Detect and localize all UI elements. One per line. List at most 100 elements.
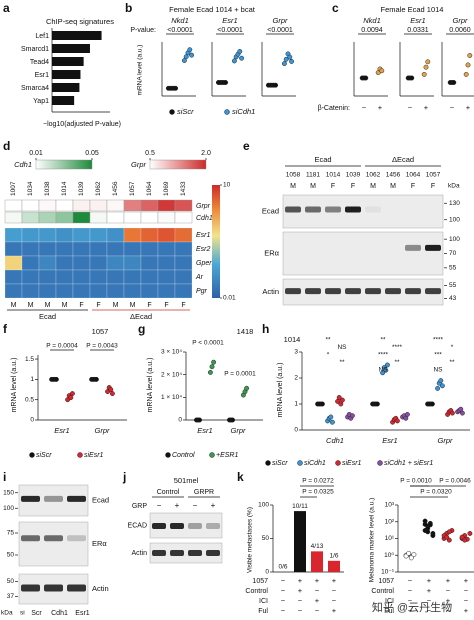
sign-label: + [427, 586, 432, 595]
band [152, 550, 166, 556]
y-tick-label: 3 × 10⁴ [161, 349, 182, 356]
data-point [230, 417, 236, 423]
heat-cell [21, 283, 40, 299]
heat-cell [140, 199, 159, 212]
band [206, 550, 220, 556]
band [21, 584, 40, 592]
band [285, 288, 301, 295]
legend-label: +ESR1 [216, 452, 238, 459]
p-value: P = 0.0325 [302, 489, 334, 496]
sex-label: M [290, 183, 296, 190]
band [385, 288, 401, 295]
band [170, 523, 184, 529]
data-point [459, 410, 465, 416]
sex-label: M [310, 183, 316, 190]
colorbar-tick-label: 0.5 [145, 150, 155, 157]
heat-cell [89, 211, 108, 224]
legend-label: siEsr1 [84, 452, 104, 459]
column-label: 1062 [95, 181, 102, 196]
column-label: 1039 [346, 172, 361, 179]
value-label: 1/6 [329, 553, 338, 560]
data-point [211, 359, 217, 365]
heat-cell [123, 269, 142, 285]
band [425, 244, 441, 251]
data-point [446, 529, 452, 535]
legend-marker [29, 452, 35, 458]
column-label: 1057 [426, 172, 441, 179]
data-point [435, 385, 441, 391]
sex-label: M [390, 183, 396, 190]
row-label: Pgr [196, 288, 208, 295]
p-value: <0.0001 [167, 27, 193, 34]
heat-cell [55, 199, 74, 212]
panel-letter: f [3, 322, 8, 336]
heat-cell [72, 227, 91, 243]
heat-cell [174, 241, 193, 257]
heat-cell [174, 211, 193, 224]
y-tick-label: 10³ [385, 502, 395, 509]
heat-cell [123, 255, 142, 271]
data-point [425, 529, 431, 535]
heat-cell [4, 269, 23, 285]
group-label: ΔEcad [130, 312, 152, 321]
data-point [465, 62, 471, 68]
heat-cell [21, 227, 40, 243]
condition-label: Control [245, 588, 268, 595]
row-label: Ar [195, 274, 204, 281]
y-tick-label: 0.5 [25, 396, 34, 403]
panel-letter: h [262, 322, 269, 336]
panel-title: Female Ecad 1014 + bcat [169, 5, 256, 14]
panel-title: 1418 [237, 327, 254, 336]
data-point [374, 401, 380, 407]
column-label: 1433 [180, 181, 187, 196]
legend-label: siEsr1 [342, 460, 362, 467]
sign-label: − [427, 596, 432, 605]
row-label: ERα [92, 539, 107, 548]
marker-label: 75 [7, 530, 15, 537]
gene-label: Nkd1 [363, 16, 381, 25]
sign-label: − [315, 606, 320, 615]
marker-label: 55 [449, 265, 457, 272]
y-axis-label: mRNA level (a.u.) [147, 358, 154, 413]
marker-label: 43 [449, 295, 457, 302]
data-point [409, 75, 415, 81]
sex-label: F [96, 302, 100, 309]
heat-cell [38, 199, 57, 212]
panel-title: ChIP-seq signatures [46, 17, 114, 26]
heat-cell [38, 241, 57, 257]
data-point [68, 395, 74, 401]
data-point [463, 71, 469, 77]
condition-label: 1057 [252, 578, 268, 585]
data-point [380, 370, 386, 376]
data-point [239, 55, 245, 61]
row-label: Esr1 [196, 232, 211, 239]
y-tick-label: 0 [265, 569, 269, 576]
colorbar [212, 185, 220, 298]
data-point [394, 418, 400, 424]
column-label: 1058 [286, 172, 301, 179]
category-label: Smarca4 [21, 85, 49, 92]
marker-label: 55 [449, 282, 457, 289]
legend-label: siScr [272, 460, 288, 467]
column-label: 1034 [27, 181, 34, 196]
row-label: Actin [92, 584, 109, 593]
data-point [319, 401, 325, 407]
sign-label: + [298, 586, 303, 595]
band [21, 535, 40, 542]
sex-label: F [351, 183, 355, 190]
y-tick-label: 2 × 10⁴ [161, 371, 182, 378]
heat-cell [55, 269, 74, 285]
data-point [404, 411, 410, 417]
group-label: Ecad [314, 155, 331, 164]
significance-label: ** [449, 359, 455, 366]
bar [52, 44, 90, 53]
x-tick-label: Grpr [231, 426, 247, 435]
column-label: Scr [31, 610, 42, 617]
marker-label: 100 [449, 216, 460, 223]
sign-label: − [408, 596, 413, 605]
sex-label: F [181, 302, 185, 309]
panel-letter: a [3, 1, 10, 15]
bar [294, 511, 306, 572]
heat-cell [157, 241, 176, 257]
significance-label: NS [337, 344, 347, 351]
